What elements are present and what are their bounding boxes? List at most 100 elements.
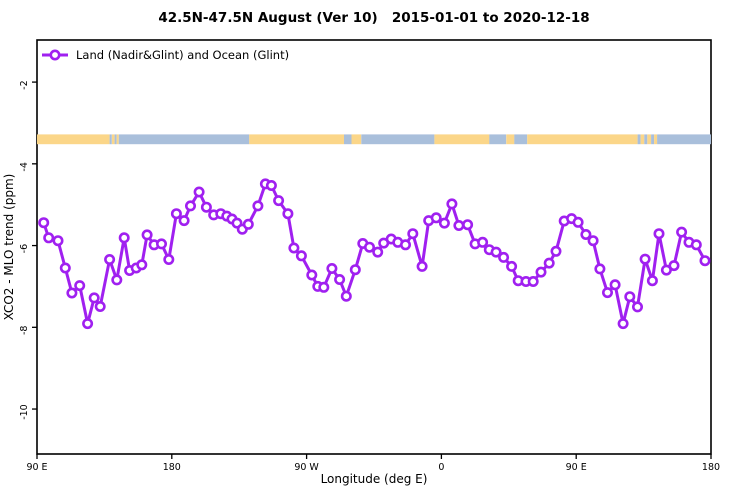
- data-point: [594, 263, 606, 275]
- chart-title: 42.5N-47.5N August (Ver 10) 2015-01-01 t…: [158, 10, 589, 26]
- data-point: [506, 260, 518, 272]
- band-segment-ocean: [637, 134, 641, 145]
- data-point: [498, 251, 510, 263]
- data-point: [572, 216, 584, 228]
- data-point: [82, 318, 94, 330]
- data-point: [453, 220, 465, 232]
- data-point: [111, 274, 123, 286]
- data-point: [690, 239, 702, 251]
- data-point: [631, 301, 643, 313]
- data-point: [136, 259, 148, 271]
- data-point: [550, 245, 562, 257]
- data-point: [653, 228, 665, 240]
- x-tick-label: 90 W: [294, 462, 319, 473]
- data-point: [52, 235, 64, 247]
- data-point: [527, 275, 539, 287]
- data-point: [118, 232, 130, 244]
- data-point: [477, 236, 489, 248]
- band-segment-ocean: [361, 134, 435, 145]
- data-series: [38, 178, 711, 330]
- data-point: [349, 264, 361, 276]
- y-tick-label: -2: [19, 80, 30, 89]
- x-tick-label: 90 E: [26, 462, 47, 473]
- data-point: [326, 262, 338, 274]
- x-tick-label: 0: [438, 462, 444, 473]
- data-point: [535, 266, 547, 278]
- data-point: [580, 229, 592, 241]
- data-point: [193, 186, 205, 198]
- band-segment-ocean: [644, 134, 648, 145]
- data-point: [676, 226, 688, 238]
- band-segment-ocean: [651, 134, 655, 145]
- data-point: [438, 217, 450, 229]
- x-tick-label: 180: [163, 462, 181, 473]
- band-segment-ocean: [657, 134, 711, 145]
- data-point: [242, 218, 254, 230]
- data-point: [407, 228, 419, 240]
- legend-marker-icon: [49, 49, 61, 61]
- data-point: [668, 260, 680, 272]
- band-segment-land: [111, 134, 115, 145]
- band-segment-land: [116, 134, 119, 145]
- data-point: [372, 246, 384, 258]
- band-segment-ocean: [344, 134, 352, 145]
- band-segment-land: [640, 134, 645, 145]
- band-segment-land: [249, 134, 344, 145]
- data-point: [318, 281, 330, 293]
- band-segment-ocean: [514, 134, 528, 145]
- data-point: [282, 208, 294, 220]
- band-segment-land: [351, 134, 362, 145]
- data-point: [178, 215, 190, 227]
- data-point: [446, 198, 458, 210]
- data-point: [490, 246, 502, 258]
- data-point: [200, 201, 212, 213]
- axis-ticks: 90 E 180 90 W 0 90 E 180 -2 -4 -6 -8 -10: [19, 80, 720, 473]
- data-point: [88, 292, 100, 304]
- data-point: [38, 217, 50, 229]
- band-segment-land: [654, 134, 658, 145]
- data-point: [66, 287, 78, 299]
- data-point: [609, 279, 621, 291]
- data-point: [660, 264, 672, 276]
- data-point: [601, 287, 613, 299]
- data-point: [43, 232, 55, 244]
- y-tick-label: -4: [19, 162, 30, 171]
- band-segment-land: [37, 134, 110, 145]
- data-point: [306, 269, 318, 281]
- band-segment-ocean: [489, 134, 507, 145]
- data-point: [399, 239, 411, 251]
- data-point: [265, 180, 277, 192]
- data-point: [288, 242, 300, 254]
- band-segment-ocean: [118, 134, 250, 145]
- data-point: [163, 254, 175, 266]
- data-point: [170, 208, 182, 220]
- legend: Land (Nadir&Glint) and Ocean (Glint): [42, 48, 289, 62]
- y-tick-label: -6: [19, 244, 30, 253]
- band-segment-ocean: [109, 134, 112, 145]
- data-point: [104, 254, 116, 266]
- plot-area: [36, 39, 712, 455]
- data-point: [74, 280, 86, 292]
- legend-label: Land (Nadir&Glint) and Ocean (Glint): [76, 48, 289, 62]
- data-point: [185, 200, 197, 212]
- data-point: [624, 291, 636, 303]
- data-point: [699, 255, 711, 267]
- data-point: [295, 250, 307, 262]
- x-axis-title: Longitude (deg E): [321, 472, 428, 486]
- data-point: [273, 195, 285, 207]
- data-point: [141, 229, 153, 241]
- data-point: [156, 238, 168, 250]
- y-axis-title: XCO2 - MLO trend (ppm): [2, 174, 16, 321]
- band-segment-land: [506, 134, 515, 145]
- y-tick-label: -8: [19, 326, 30, 335]
- data-point: [587, 235, 599, 247]
- data-point: [416, 260, 428, 272]
- data-point: [617, 318, 629, 330]
- data-point: [543, 257, 555, 269]
- data-point: [94, 300, 106, 312]
- x-tick-label: 90 E: [566, 462, 587, 473]
- data-point: [646, 275, 658, 287]
- data-point: [639, 253, 651, 265]
